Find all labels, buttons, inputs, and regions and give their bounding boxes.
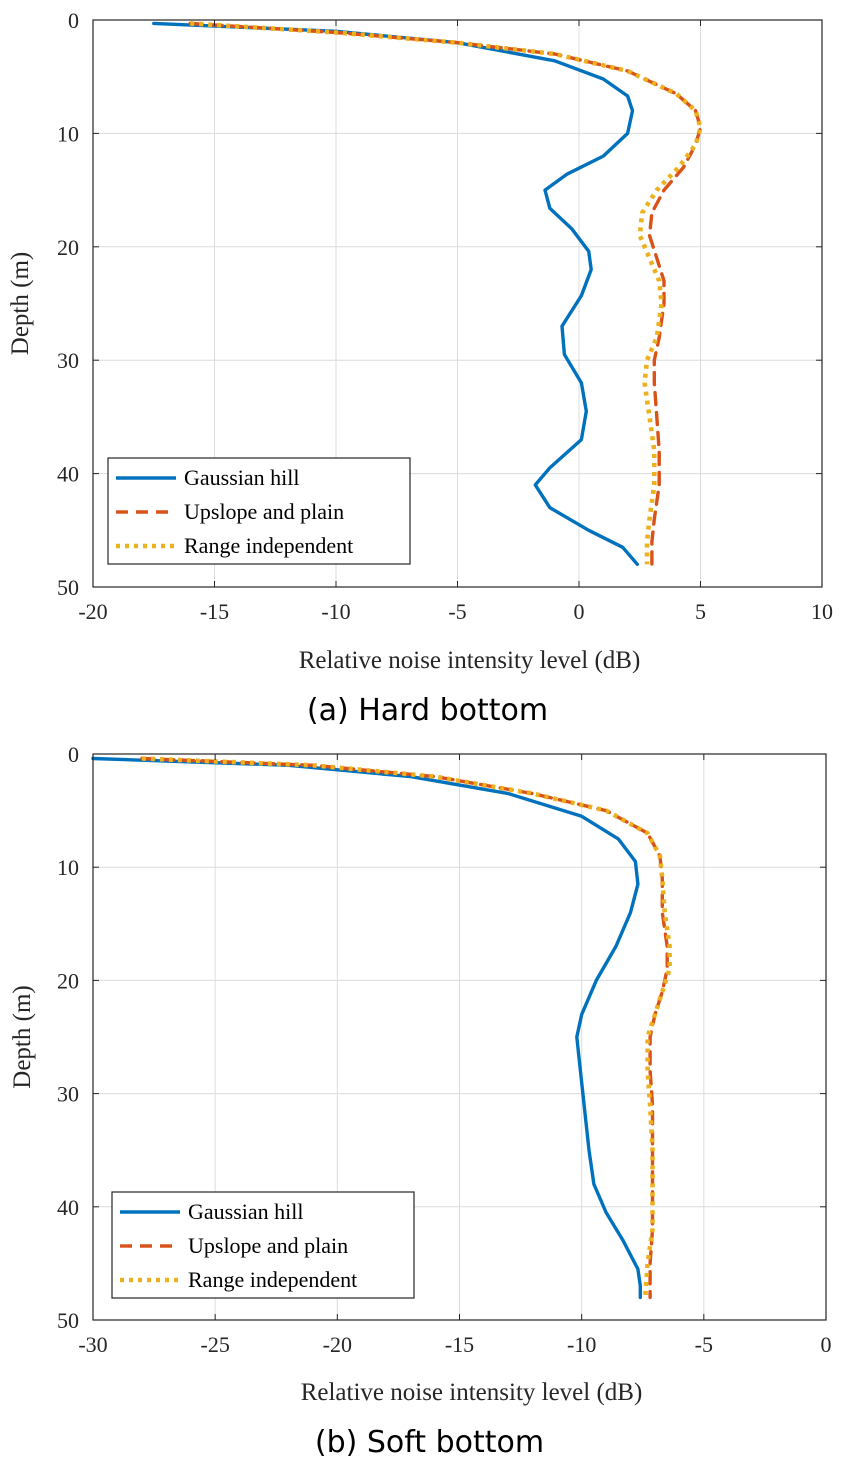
- legend: Gaussian hill Upslope and plain Range inde…: [111, 1191, 415, 1299]
- figure-caption: (b) Soft bottom: [315, 1425, 544, 1459]
- x-tick-label: 5: [695, 599, 706, 624]
- series-line-upslope-and-plain: [188, 21, 703, 566]
- y-tick-label: 0: [68, 8, 79, 33]
- x-tick-label: -30: [78, 1332, 107, 1357]
- x-tick-label: -5: [448, 599, 466, 624]
- y-tick-label: 30: [57, 1082, 79, 1107]
- y-tick-label: 10: [57, 121, 79, 146]
- chart-hard-bottom: -20 -15 -10 -5 0 5 10 0 10 20 30 40 50 Relative noise…: [7, 8, 833, 728]
- y-axis-label: Depth (m): [7, 252, 34, 355]
- y-tick-label: 20: [57, 968, 79, 993]
- x-tick-label: -20: [323, 1332, 352, 1357]
- series-line-upslope-and-plain: [140, 756, 669, 1300]
- y-tick-label: 20: [57, 235, 79, 260]
- x-tick-label: -10: [321, 599, 350, 624]
- y-tick-label: 0: [68, 742, 79, 767]
- y-tick-label: 10: [57, 855, 79, 880]
- legend-label: Gaussian hill: [184, 465, 300, 490]
- series-line-gaussian-hill: [152, 21, 639, 566]
- legend: Gaussian hill Upslope and plain Range inde…: [107, 457, 411, 565]
- y-tick-label: 30: [57, 348, 79, 373]
- legend-label: Gaussian hill: [188, 1199, 304, 1224]
- x-tick-label: 0: [821, 1332, 832, 1357]
- x-tick-label: -25: [201, 1332, 230, 1357]
- y-tick-label: 50: [57, 1308, 79, 1333]
- x-tick-label: -15: [445, 1332, 474, 1357]
- chart-soft-bottom: -30 -25 -20 -15 -10 -5 0 0 10 20 30 40 50 Relative no…: [9, 742, 832, 1459]
- y-tick-label: 40: [57, 462, 79, 487]
- x-tick-label: 0: [574, 599, 585, 624]
- y-tick-label: 50: [57, 575, 79, 600]
- series-line-gaussian-hill: [91, 756, 642, 1300]
- x-tick-label: -20: [78, 599, 107, 624]
- x-axis-label: Relative noise intensity level (dB): [299, 647, 641, 674]
- x-tick-label: -10: [567, 1332, 596, 1357]
- legend-label: Range independent: [188, 1267, 357, 1292]
- y-axis-label: Depth (m): [9, 985, 36, 1088]
- y-tick-label: 40: [57, 1195, 79, 1220]
- legend-label: Upslope and plain: [188, 1233, 348, 1258]
- figure-caption: (a) Hard bottom: [307, 693, 548, 728]
- x-axis-label: Relative noise intensity level (dB): [301, 1379, 643, 1406]
- legend-label: Range independent: [184, 533, 353, 558]
- x-tick-label: 10: [811, 599, 833, 624]
- legend-label: Upslope and plain: [184, 499, 344, 524]
- x-tick-label: -5: [695, 1332, 713, 1357]
- x-tick-label: -15: [200, 599, 229, 624]
